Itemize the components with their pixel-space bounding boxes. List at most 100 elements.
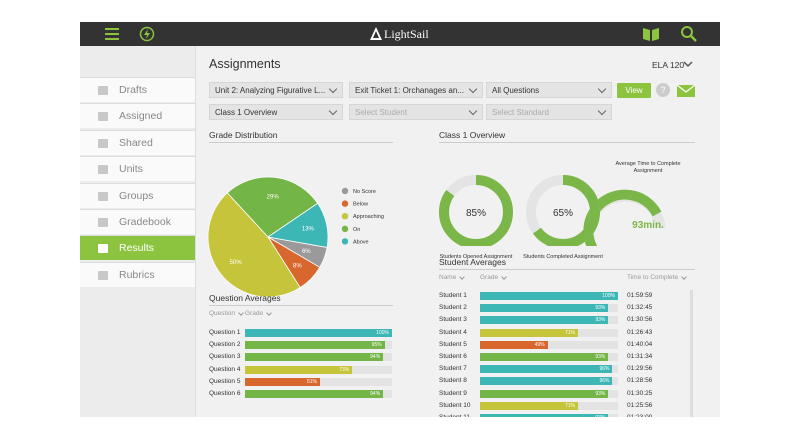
bar-track: 93% [480,414,618,417]
main-panel: Assignments ELA 120 Unit 2: Analyzing Fi… [196,46,720,417]
sidebar: Drafts Assigned Shared Units Groups Gradebook… [80,46,196,417]
help-button[interactable]: ? [656,83,670,97]
time-value: 01:26:43 [627,328,653,336]
section-title: Class 1 Overview [439,130,506,140]
legend-swatch [341,200,349,207]
bar: 96% [480,377,613,386]
nav-label: Assigned [119,110,163,123]
app: LightSail Drafts Assigned Shared Units Group… [80,22,720,417]
nav-item[interactable]: Drafts [80,77,195,102]
overview-select[interactable]: Class 1 Overview [209,104,343,120]
bar-track: 94% [245,390,392,398]
column-header[interactable]: Time to Complete [627,274,687,281]
row-label: Student 11 [439,414,470,417]
nav-icon [98,218,108,227]
class-chevron[interactable] [683,60,693,68]
slice-label: 13% [302,226,315,232]
logo-icon [370,27,382,40]
nav-item[interactable]: Rubrics [80,261,195,287]
student-select[interactable]: Select Student [349,104,483,120]
donut-arc [526,175,600,246]
assignment-select[interactable]: Exit Ticket 1: Orchanages an... [349,82,483,98]
divider [209,305,393,306]
bar-track: 51% [245,377,392,386]
page-title: Assignments [209,57,281,71]
nav-icon [98,244,108,254]
row-label: Student 1 [439,292,467,299]
bolt-icon[interactable] [139,26,155,42]
bar-label: 100% [376,330,389,336]
bar: 95% [245,341,385,350]
time-value: 01:59:59 [627,292,653,299]
library-icon[interactable] [642,26,660,42]
legend-label: Approaching [353,214,384,220]
legend-label: No Score [353,189,376,195]
bar: 93% [480,414,609,417]
nav-icon [98,86,108,95]
question-select[interactable]: All Questions [486,82,612,98]
nav-icon [98,165,108,175]
view-button[interactable]: View [617,83,651,98]
nav-item[interactable]: Assigned [80,103,195,129]
row-label: Student 6 [439,353,467,360]
standard-select[interactable]: Select Standard [486,104,612,120]
overview-donuts: 93min. 85% 65% [439,175,666,246]
nav-item[interactable]: Results [80,235,195,261]
class-selector[interactable]: ELA 120 [652,60,685,70]
divider [439,142,695,143]
bar: 71% [480,328,578,337]
bar-label: 96% [599,366,610,373]
row-label: Question 6 [209,390,241,397]
slice-label: 6% [302,249,311,255]
bar: 94% [245,390,384,398]
top-bar: LightSail [80,22,720,46]
nav-icon [98,270,108,280]
bar-track: 93% [480,304,618,313]
bar-label: 93% [595,414,605,417]
column-header[interactable]: Grade [480,274,507,281]
unit-select[interactable]: Unit 2: Analyzing Figurative L... [209,82,343,98]
bar-track: 96% [480,377,618,386]
menu-icon[interactable] [104,27,120,41]
nav-item[interactable]: Shared [80,129,195,155]
row-label: Student 3 [439,316,467,324]
nav-item[interactable]: Units [80,156,195,182]
column-header[interactable]: Question [209,310,244,317]
legend-label: On [353,227,360,233]
legend-swatch [341,225,349,232]
nav-item[interactable]: Gradebook [80,209,195,234]
bar-label: 100% [602,293,615,299]
nav-label: Rubrics [119,268,155,281]
bar-track: 93% [480,353,618,361]
time-value: 01:30:25 [627,389,653,397]
nav-label: Gradebook [119,216,171,228]
bar: 93% [480,389,609,398]
legend-swatch [341,187,349,195]
donut-arc [439,175,513,246]
time-value: 01:29:56 [627,365,653,373]
row-label: Question 5 [209,377,241,385]
bar-label: 93% [595,305,606,312]
bar: 71% [480,401,578,410]
time-value: 01:31:34 [627,353,653,360]
column-header[interactable]: Name [439,274,465,281]
row-label: Question 2 [209,341,241,349]
nav-item[interactable]: Groups [80,182,195,208]
email-icon[interactable] [676,84,696,98]
bar: 93% [480,316,609,325]
divider [209,142,393,143]
bar-track: 71% [480,328,618,337]
column-header[interactable]: Grade [245,310,272,317]
time-value: 93min. [632,220,664,231]
scrollbar[interactable] [690,290,693,417]
search-icon[interactable] [680,25,698,43]
bar-track: 93% [480,316,618,325]
section-title: Student Averages [439,257,506,267]
donut-value: 85% [466,208,486,219]
nav-label: Units [119,163,143,176]
bar: 94% [245,353,384,362]
row-label: Student 8 [439,377,467,385]
slice-label: 8% [293,263,302,269]
bar-label: 93% [595,390,606,397]
